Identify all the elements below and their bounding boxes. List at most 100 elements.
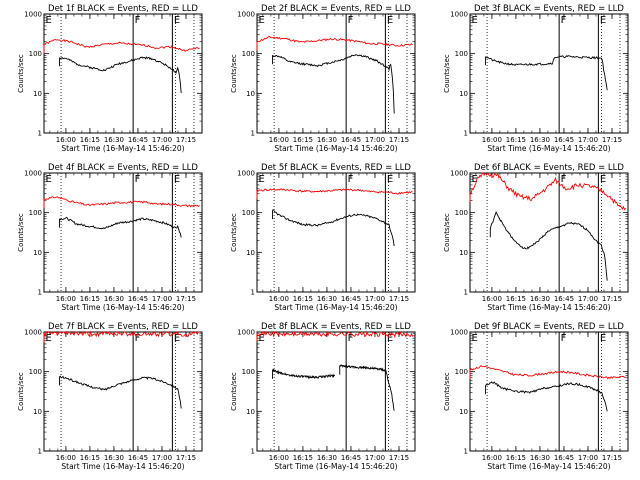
x-tick-label: 16:00 <box>482 136 502 144</box>
panel-2: Det 2f BLACK = Events, RED = LLD 1 10 100 10… <box>230 4 416 153</box>
events-series-line <box>339 364 395 411</box>
x-tick-label: 16:15 <box>506 454 526 462</box>
x-tick-label: 16:15 <box>506 295 526 303</box>
x-tick-label: 17:00 <box>578 454 598 462</box>
event-marker-label: E <box>46 15 52 26</box>
x-tick-label: 16:00 <box>56 136 76 144</box>
x-tick-label: 16:30 <box>317 295 337 303</box>
y-tick-label: 100 <box>29 209 42 217</box>
y-tick-label: 1 <box>38 289 42 297</box>
x-tick-label: 17:15 <box>389 136 409 144</box>
y-tick-label: 10 <box>459 408 468 416</box>
events-series-line <box>59 375 182 409</box>
event-marker-label: E <box>174 174 180 185</box>
x-tick-label: 17:15 <box>176 136 196 144</box>
panel-title: Det 8f BLACK = Events, RED = LLD <box>261 322 411 332</box>
event-marker-label: E <box>600 333 606 344</box>
panel-1: Det 1f BLACK = Events, RED = LLD 1 10 100 10… <box>17 4 203 153</box>
panel-title: Det 1f BLACK = Events, RED = LLD <box>48 4 198 14</box>
x-tick-label: 16:30 <box>530 295 550 303</box>
x-tick-label: 16:00 <box>269 136 289 144</box>
panel-5: Det 5f BLACK = Events, RED = LLD 1 10 100 10… <box>230 163 416 312</box>
x-tick-label: 17:15 <box>602 295 622 303</box>
y-tick-label: 1000 <box>450 329 468 337</box>
events-series-line <box>272 209 395 247</box>
y-tick-label: 1 <box>464 289 468 297</box>
panel-6: Det 6f BLACK = Events, RED = LLD 1 10 100 10… <box>443 163 629 312</box>
y-tick-label: 1 <box>464 130 468 138</box>
y-tick-label: 1 <box>38 448 42 456</box>
event-marker-label: F <box>135 15 141 26</box>
x-tick-label: 17:00 <box>152 136 172 144</box>
x-tick-label: 16:30 <box>104 454 124 462</box>
y-axis-label: Counts/sec <box>443 213 451 252</box>
x-axis-label: Start Time (16-May-14 15:46:20) <box>61 303 184 312</box>
x-tick-label: 16:30 <box>317 136 337 144</box>
panel-4: Det 4f BLACK = Events, RED = LLD 1 10 100 10… <box>17 163 203 312</box>
x-tick-label: 16:15 <box>293 454 313 462</box>
x-tick-label: 16:30 <box>104 136 124 144</box>
x-tick-label: 16:00 <box>56 295 76 303</box>
x-tick-label: 17:00 <box>152 295 172 303</box>
x-tick-label: 16:30 <box>104 295 124 303</box>
x-tick-label: 16:15 <box>506 136 526 144</box>
lld-series-line <box>256 35 413 47</box>
x-tick-label: 16:45 <box>554 454 574 462</box>
event-marker-label: F <box>561 15 567 26</box>
y-axis-label: Counts/sec <box>17 54 25 93</box>
x-axis-label: Start Time (16-May-14 15:46:20) <box>487 462 610 471</box>
events-series-line <box>489 211 608 281</box>
event-marker-label: F <box>561 174 567 185</box>
x-tick-label: 17:00 <box>365 295 385 303</box>
x-axis-label: Start Time (16-May-14 15:46:20) <box>274 462 397 471</box>
y-tick-label: 10 <box>459 90 468 98</box>
x-tick-label: 16:45 <box>554 295 574 303</box>
x-tick-label: 16:00 <box>56 454 76 462</box>
event-marker-label: E <box>259 333 265 344</box>
event-marker-label: F <box>348 15 354 26</box>
y-axis-label: Counts/sec <box>17 372 25 411</box>
x-tick-label: 17:00 <box>365 136 385 144</box>
y-tick-label: 10 <box>459 249 468 257</box>
x-axis-label: Start Time (16-May-14 15:46:20) <box>487 303 610 312</box>
x-tick-label: 16:00 <box>482 295 502 303</box>
event-marker-label: E <box>174 333 180 344</box>
event-marker-label: E <box>46 174 52 185</box>
event-marker-label: F <box>135 174 141 185</box>
y-tick-label: 1000 <box>237 329 255 337</box>
events-series-line <box>272 54 395 114</box>
x-tick-label: 16:15 <box>293 295 313 303</box>
x-axis-label: Start Time (16-May-14 15:46:20) <box>61 462 184 471</box>
events-series-line <box>272 368 335 380</box>
y-tick-label: 100 <box>455 50 468 58</box>
x-tick-label: 16:30 <box>317 454 337 462</box>
y-tick-label: 100 <box>29 50 42 58</box>
events-series-line <box>485 55 608 91</box>
y-tick-label: 1000 <box>24 329 42 337</box>
y-axis-label: Counts/sec <box>230 213 238 252</box>
y-tick-label: 100 <box>455 368 468 376</box>
events-series-line <box>59 216 182 238</box>
panel-3: Det 3f BLACK = Events, RED = LLD 1 10 100 10… <box>443 4 629 153</box>
panel-title: Det 7f BLACK = Events, RED = LLD <box>48 322 198 332</box>
y-tick-label: 100 <box>242 209 255 217</box>
panel-title: Det 5f BLACK = Events, RED = LLD <box>261 163 411 173</box>
panel-9: Det 9f BLACK = Events, RED = LLD 1 10 100 10… <box>443 322 629 471</box>
x-tick-label: 17:00 <box>578 136 598 144</box>
event-marker-label: E <box>600 174 606 185</box>
x-tick-label: 17:15 <box>602 136 622 144</box>
x-tick-label: 17:15 <box>389 295 409 303</box>
lld-series-line <box>256 188 413 195</box>
x-tick-label: 16:45 <box>341 454 361 462</box>
event-marker-label: F <box>348 174 354 185</box>
event-marker-label: E <box>387 174 393 185</box>
y-tick-label: 1000 <box>237 11 255 19</box>
lld-series-line <box>256 330 414 339</box>
lld-series-line <box>43 330 200 338</box>
event-marker-label: E <box>472 15 478 26</box>
panel-title: Det 2f BLACK = Events, RED = LLD <box>261 4 411 14</box>
y-tick-label: 1000 <box>450 11 468 19</box>
event-marker-label: E <box>259 15 265 26</box>
